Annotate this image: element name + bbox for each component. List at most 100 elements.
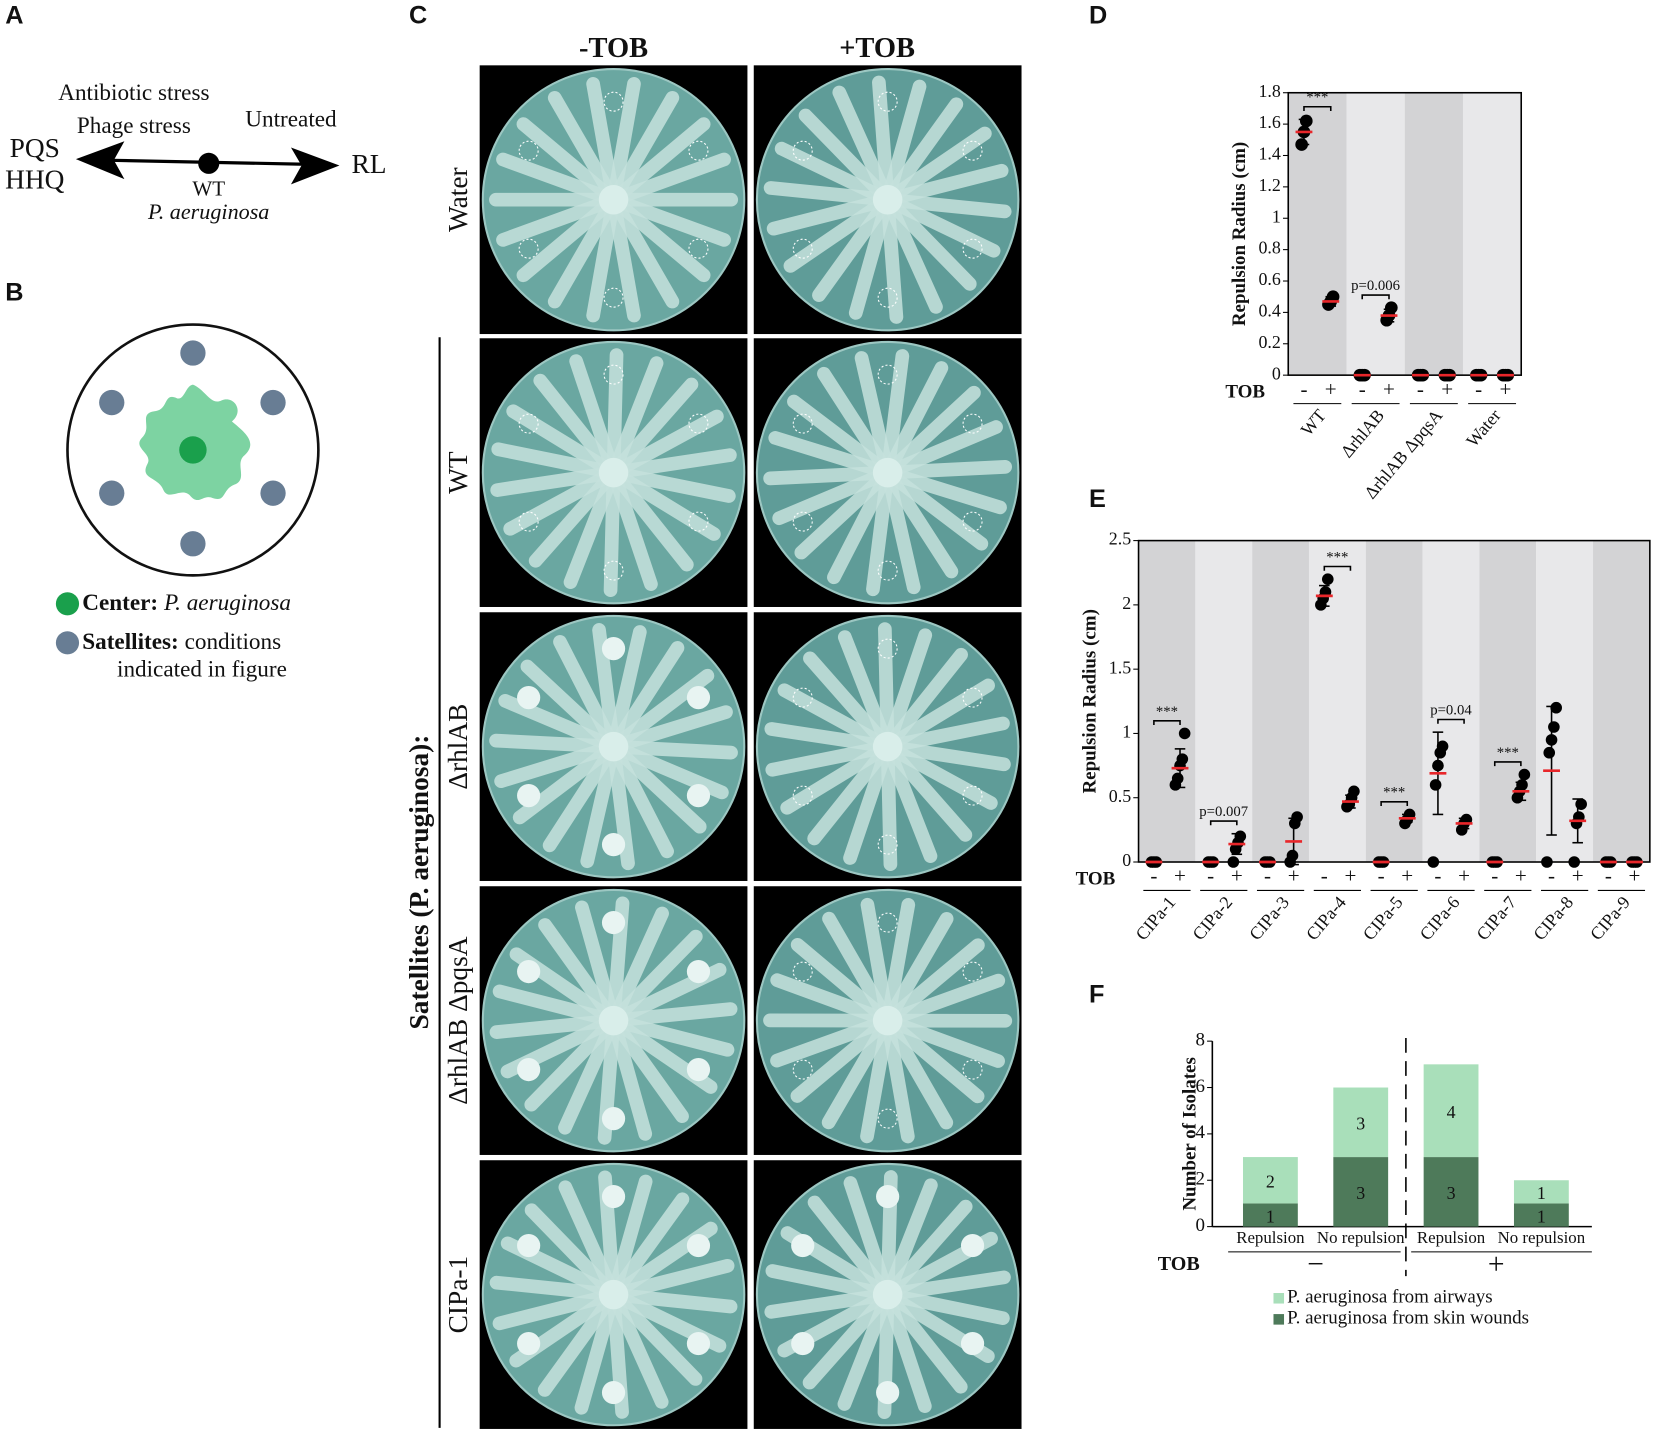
band	[1462, 92, 1522, 376]
y-tick-label: 1	[1272, 206, 1281, 226]
y-tick-label: 0.4	[1258, 301, 1280, 321]
satellite	[792, 1059, 813, 1080]
value-label: 4	[1447, 1102, 1456, 1122]
plate-image	[753, 612, 1022, 881]
plate-image	[753, 338, 1022, 607]
bar-segment	[1423, 1064, 1479, 1158]
significance-bracket	[1437, 718, 1465, 724]
satellite	[686, 960, 711, 984]
satellite	[601, 833, 626, 857]
y-axis-label: Number of Isolates	[1180, 1057, 1201, 1210]
satellite	[603, 364, 624, 385]
legend-key: Satellites:	[82, 629, 179, 655]
category-label: CIPa-1	[1132, 892, 1180, 944]
data-point	[1543, 746, 1556, 759]
satellite	[603, 560, 624, 581]
schematic	[55, 323, 320, 655]
label: WT	[192, 177, 225, 201]
plate-image	[479, 65, 748, 335]
satellite	[603, 91, 624, 112]
condition-label: -	[1264, 864, 1271, 888]
condition-label: +	[1231, 864, 1243, 888]
satellite	[518, 413, 539, 434]
satellite	[792, 511, 813, 532]
value-label: 3	[1356, 1183, 1365, 1203]
x-group-label: TOB	[1076, 868, 1116, 889]
satellite	[517, 1331, 541, 1356]
satellite	[962, 785, 983, 806]
satellite	[962, 511, 983, 532]
category-label: CIPa-4	[1302, 892, 1350, 944]
panel-letter: E	[1089, 485, 1106, 513]
satellite	[962, 413, 983, 434]
center-colony	[872, 731, 903, 762]
significance-label: p=0.04	[1430, 702, 1472, 718]
y-tick-label: 0	[1195, 1215, 1204, 1236]
data-point	[1178, 727, 1191, 740]
legend-key: Center:	[82, 590, 158, 616]
legend-text: P. aeruginosa	[163, 590, 291, 616]
condition-label: +	[1441, 377, 1453, 401]
value-label: 1	[1537, 1206, 1546, 1226]
label: RL	[351, 149, 386, 179]
satellite	[876, 1380, 900, 1405]
data-point	[1286, 849, 1299, 862]
panel-letter: D	[1089, 2, 1107, 30]
condition-label: +	[1401, 864, 1413, 888]
side-label: Satellites (P. aeruginosa):	[404, 735, 434, 1030]
condition-label: +	[1500, 377, 1512, 401]
satellite	[688, 238, 709, 259]
bar-segment	[1333, 1157, 1389, 1227]
y-tick-label: 0.6	[1258, 269, 1280, 289]
satellite	[688, 511, 709, 532]
y-tick-label: 1.6	[1258, 112, 1280, 132]
data-point	[1227, 856, 1240, 868]
condition-label: +	[1288, 864, 1300, 888]
satellite	[960, 1331, 985, 1356]
satellite	[686, 1058, 711, 1082]
category-label: CIPa-8	[1529, 892, 1577, 944]
band	[1404, 92, 1463, 376]
category-label: CIPa-9	[1586, 892, 1634, 944]
category-label: CIPa-7	[1472, 892, 1520, 944]
panel-letter: A	[5, 2, 23, 30]
condition-label: -	[1300, 377, 1307, 401]
plate-image	[753, 886, 1022, 1155]
data-point	[1348, 785, 1360, 798]
value-label: 3	[1356, 1114, 1365, 1134]
satellite	[962, 140, 983, 161]
y-tick-label: 2.5	[1109, 529, 1131, 549]
satellite	[601, 911, 626, 935]
condition-label: +	[1572, 864, 1584, 888]
column-header: -TOB	[579, 33, 648, 64]
band	[1195, 540, 1253, 863]
condition-label: -	[1378, 864, 1385, 888]
data-point	[1541, 856, 1553, 868]
significance-label: ***	[1497, 745, 1519, 761]
satellite	[517, 1058, 541, 1082]
band	[1422, 540, 1480, 863]
legend-label: P. aeruginosa from skin wounds	[1287, 1308, 1529, 1329]
significance-label: p=0.007	[1199, 804, 1248, 820]
swarm-arm	[880, 739, 1011, 772]
plot-frame	[1287, 91, 1523, 376]
band	[1288, 92, 1347, 376]
label: HHQ	[5, 165, 65, 195]
legend-entry: Satellites: conditions	[82, 629, 281, 655]
category-label: CIPa-6	[1416, 892, 1464, 944]
category-label: CIPa-5	[1359, 892, 1407, 944]
x-tick-label: No repulsion	[1317, 1228, 1405, 1247]
satellite	[518, 511, 539, 532]
satellite	[518, 140, 539, 161]
significance-bracket	[1361, 294, 1390, 300]
satellite	[877, 638, 898, 659]
x-tick-label: Repulsion	[1236, 1228, 1305, 1247]
significance-label: ***	[1156, 704, 1178, 720]
condition-label: -	[1491, 864, 1498, 888]
condition-label: -	[1605, 864, 1612, 888]
satellite	[876, 1184, 900, 1209]
plate-image	[479, 612, 748, 881]
group-axis-label: TOB	[1158, 1253, 1200, 1275]
satellite	[686, 686, 711, 710]
